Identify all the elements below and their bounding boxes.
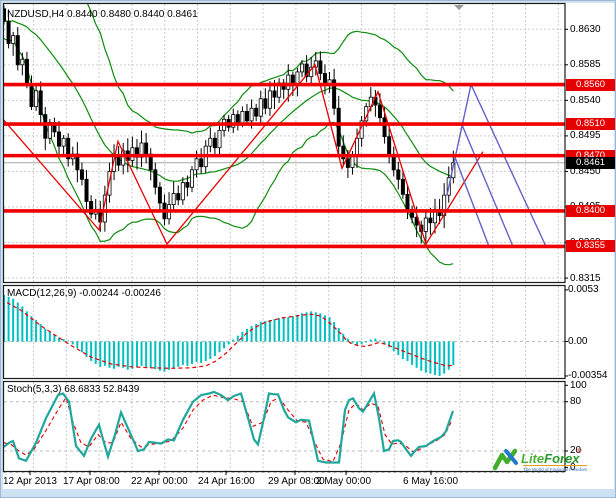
registered-trademark-icon: ® [577, 449, 582, 455]
stoch-panel-surface[interactable] [4, 382, 565, 471]
main-chart-surface[interactable] [4, 4, 565, 282]
macd-panel-surface[interactable] [4, 286, 565, 378]
